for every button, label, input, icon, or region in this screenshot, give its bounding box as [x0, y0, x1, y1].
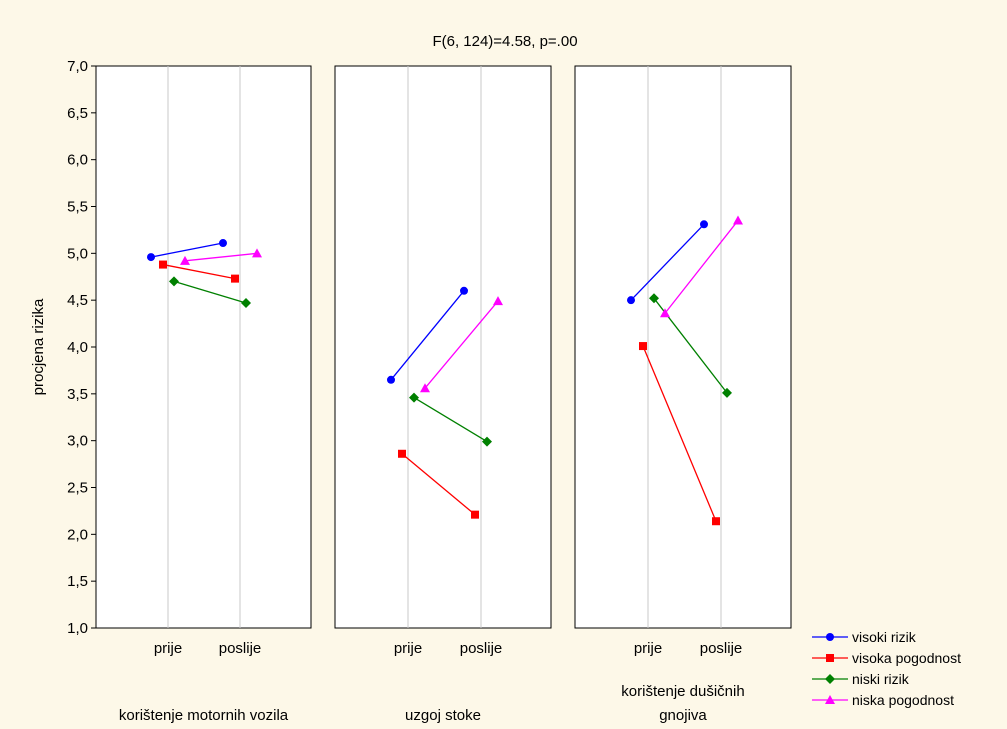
panel-label-line: korištenje dušičnih — [621, 683, 744, 700]
y-tick-label: 5,5 — [67, 199, 88, 216]
panel-1: prije poslije 1,0 1,5 2,0 2,5 3,0 3,5 4,0 4,5 5,0 5… — [67, 58, 312, 724]
legend: visoki rizik visoka pogodnost niski rizik n… — [812, 629, 961, 708]
y-tick-label: 3,0 — [67, 433, 88, 450]
legend-label: visoka pogodnost — [852, 650, 961, 666]
series-line — [642, 345, 717, 522]
data-point — [169, 276, 179, 287]
series-line — [630, 223, 705, 301]
series-line — [413, 397, 488, 443]
y-tick-label: 6,5 — [67, 105, 88, 122]
series-line — [184, 252, 258, 262]
data-point — [398, 449, 406, 458]
x-tick-label: prije — [394, 640, 422, 657]
x-tick-label: prije — [634, 640, 662, 657]
series-line — [173, 280, 247, 304]
series-line — [150, 242, 224, 258]
panel-frame — [334, 65, 552, 629]
series-line — [162, 263, 236, 280]
y-tick-label: 1,0 — [67, 620, 88, 637]
data-point — [700, 220, 708, 229]
y-tick-label: 6,0 — [67, 152, 88, 169]
y-tick-label: 4,5 — [67, 292, 88, 309]
data-point — [471, 510, 479, 519]
series-line — [664, 220, 739, 314]
panel-label: korištenje motornih vozila — [119, 707, 289, 724]
legend-label: visoki rizik — [852, 629, 917, 645]
panel-3: prije poslije korištenje dušičnih gnojiva — [574, 65, 792, 724]
panel-frame — [574, 65, 792, 629]
x-tick-label: poslije — [219, 640, 262, 657]
data-point — [409, 392, 419, 403]
legend-label: niska pogodnost — [852, 692, 954, 708]
data-point — [493, 296, 503, 306]
data-point — [159, 260, 167, 269]
y-tick-label: 3,5 — [67, 386, 88, 403]
data-point — [712, 517, 720, 526]
x-tick-label: poslije — [460, 640, 503, 657]
y-axis-label: procjena rizika — [30, 298, 47, 395]
data-point — [733, 215, 743, 225]
data-point — [639, 342, 647, 351]
y-tick-label: 5,0 — [67, 245, 88, 262]
legend-marker — [825, 674, 835, 684]
y-tick-label: 2,5 — [67, 480, 88, 497]
data-point — [252, 248, 262, 258]
data-point — [231, 274, 239, 283]
series-line — [401, 453, 476, 516]
series-line — [390, 290, 465, 381]
legend-marker — [825, 695, 835, 704]
legend-marker — [826, 633, 834, 641]
x-tick-label: poslije — [700, 640, 743, 657]
data-point — [420, 383, 430, 393]
data-point — [387, 375, 395, 384]
panel-label: korištenje dušičnih gnojiva — [621, 683, 744, 724]
data-point — [627, 296, 635, 305]
y-tick-label: 4,0 — [67, 339, 88, 356]
data-point — [147, 253, 155, 262]
data-point — [649, 293, 659, 304]
chart-title: F(6, 124)=4.58, p=.00 — [432, 33, 577, 50]
data-point — [241, 297, 251, 308]
data-point — [180, 255, 190, 265]
y-tick-label: 7,0 — [67, 58, 88, 75]
y-tick-label: 2,0 — [67, 526, 88, 543]
panel-label-line: gnojiva — [659, 707, 707, 724]
x-tick-label: prije — [154, 640, 182, 657]
y-tick-label: 1,5 — [67, 573, 88, 590]
legend-label: niski rizik — [852, 671, 910, 687]
data-point — [482, 436, 492, 447]
panel-label: uzgoj stoke — [405, 707, 481, 724]
series-line — [424, 300, 499, 389]
data-point — [460, 286, 468, 295]
panel-frame — [95, 65, 312, 629]
data-point — [219, 239, 227, 248]
data-point — [660, 308, 670, 318]
panel-2: prije poslije uzgoj stoke — [334, 65, 552, 724]
data-point — [722, 387, 732, 398]
legend-marker — [826, 654, 834, 662]
